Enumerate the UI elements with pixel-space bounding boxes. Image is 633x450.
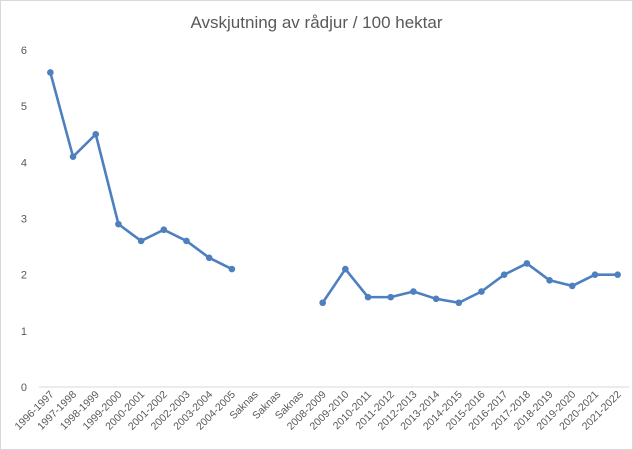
data-point xyxy=(115,220,122,228)
y-tick-label: 6 xyxy=(21,45,27,57)
data-point xyxy=(478,288,485,295)
data-point xyxy=(137,237,145,245)
x-axis-ticks: 1996-19971997-19981998-19991999-20002000… xyxy=(12,389,623,433)
data-point xyxy=(500,271,508,278)
data-point xyxy=(387,293,395,301)
series-points xyxy=(47,69,621,307)
y-axis-ticks: 0 1 2 3 4 5 6 xyxy=(21,45,27,394)
data-point xyxy=(546,276,553,284)
data-point xyxy=(160,226,168,234)
y-tick-label: 2 xyxy=(21,270,27,282)
data-point xyxy=(228,265,236,273)
data-point xyxy=(614,271,621,278)
chart-title: Avskjutning av rådjur / 100 hektar xyxy=(190,13,443,32)
series-lines xyxy=(49,71,619,305)
data-point xyxy=(523,260,531,267)
data-point xyxy=(47,69,54,76)
data-point xyxy=(568,282,576,290)
data-point xyxy=(591,271,599,278)
data-point xyxy=(319,299,326,307)
data-point xyxy=(364,293,372,301)
y-tick-label: 1 xyxy=(21,326,27,338)
data-point xyxy=(183,237,190,245)
data-point xyxy=(432,295,440,303)
data-point xyxy=(455,299,463,307)
y-tick-label: 0 xyxy=(21,382,27,394)
y-tick-label: 3 xyxy=(21,214,27,226)
data-point xyxy=(410,288,417,295)
data-point xyxy=(92,130,100,138)
data-point xyxy=(205,254,213,262)
y-tick-label: 5 xyxy=(21,101,27,113)
series-line xyxy=(321,262,619,305)
y-tick-label: 4 xyxy=(21,157,27,169)
data-point xyxy=(69,153,77,161)
data-point xyxy=(342,265,349,273)
